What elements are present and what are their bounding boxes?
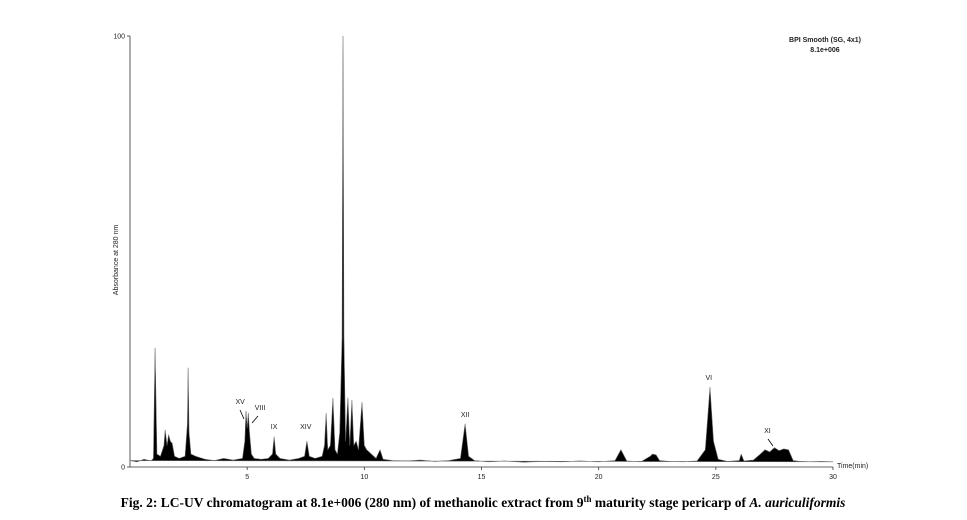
y-tick-label: 0 — [121, 465, 125, 472]
peak-label: XII — [461, 412, 470, 419]
peak-label: XI — [764, 428, 771, 435]
peak-label: VI — [705, 375, 712, 382]
caption-text: Fig. 2: LC-UV chromatogram at 8.1e+006 (… — [121, 495, 584, 510]
peak-label: XV — [235, 399, 245, 406]
chromatogram-trace — [129, 35, 834, 463]
y-tick-label: 100 — [113, 34, 125, 41]
arrow — [767, 438, 774, 447]
caption-italic: A. auriculiformis — [748, 495, 845, 510]
x-axis-label: Time(min) — [837, 463, 868, 470]
x-tick-label: 20 — [595, 474, 603, 481]
annotation: 8.1e+006 — [810, 47, 839, 54]
y-axis-label: Absorbance at 280 nm — [113, 225, 120, 296]
x-tick-label: 5 — [245, 474, 249, 481]
x-tick-label: 25 — [712, 474, 720, 481]
arrow — [239, 409, 245, 420]
x-tick-label: 30 — [829, 474, 837, 481]
peak-label: VIII — [255, 405, 266, 412]
x-tick-label: 15 — [478, 474, 486, 481]
annotation: BPI Smooth (SG, 4x1) — [789, 37, 861, 44]
peak-label: XIV — [300, 424, 312, 431]
peak-label: IX — [271, 424, 278, 431]
caption: Fig. 2: LC-UV chromatogram at 8.1e+006 (… — [121, 494, 846, 510]
caption-superscript: th — [583, 494, 591, 504]
arrow — [251, 415, 259, 424]
x-tick-label: 10 — [360, 474, 368, 481]
caption-text: maturity stage pericarp of — [591, 495, 749, 510]
